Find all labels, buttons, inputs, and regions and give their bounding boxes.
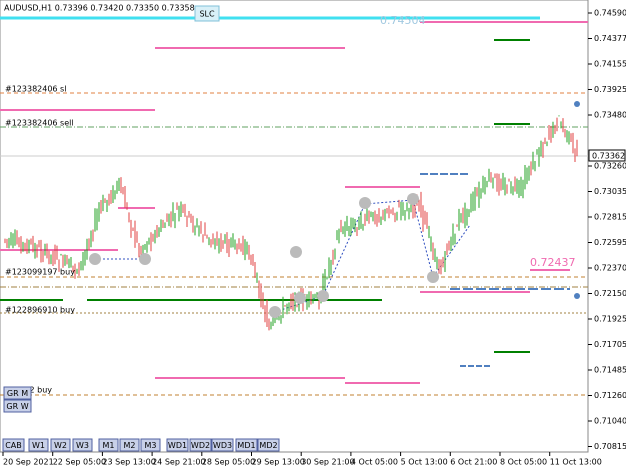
button[interactable]: WD1 — [166, 438, 189, 452]
button-label: GR M — [7, 389, 28, 398]
button-bg[interactable] — [211, 438, 234, 452]
button-bg[interactable] — [189, 438, 212, 452]
price-label: 0.73925 — [594, 85, 626, 94]
time-label: 22 Sep 05:00 — [53, 458, 106, 467]
markers — [89, 101, 580, 318]
order-label: #122896910 buy — [5, 306, 75, 315]
button-bg[interactable] — [140, 438, 161, 452]
button-label: W2 — [54, 441, 67, 450]
button-label: W1 — [32, 441, 45, 450]
button-label: WD3 — [213, 441, 232, 450]
price-label: 0.74155 — [594, 60, 626, 69]
candles — [4, 115, 578, 331]
button-label: M1 — [103, 441, 115, 450]
button-label: WD2 — [191, 441, 210, 450]
price-label: 0.71040 — [594, 417, 626, 426]
order-label: #123382406 sell — [5, 119, 74, 128]
button-label: W3 — [76, 441, 89, 450]
time-label: 24 Sep 21:00 — [152, 458, 205, 467]
button-bg[interactable] — [72, 438, 93, 452]
level-label: 0.72437 — [530, 256, 576, 269]
time-label: 6 Oct 21:00 — [450, 458, 497, 467]
button[interactable]: M1 — [98, 438, 119, 452]
button[interactable]: MD1 — [235, 438, 258, 452]
price-label: 0.71925 — [594, 315, 626, 324]
button[interactable]: W3 — [72, 438, 93, 452]
button-label: MD2 — [259, 441, 277, 450]
button-label: WD1 — [168, 441, 187, 450]
button-label: MD1 — [237, 441, 255, 450]
time-label: 29 Sep 13:00 — [252, 458, 305, 467]
time-label: 28 Sep 05:00 — [202, 458, 255, 467]
button-label: M2 — [124, 441, 136, 450]
price-label: 0.70815 — [594, 442, 626, 451]
button-bg[interactable] — [166, 438, 189, 452]
button[interactable]: W1 — [28, 438, 49, 452]
price-label: 0.74377 — [594, 34, 626, 43]
price-label: 0.73260 — [594, 162, 626, 171]
order-label: #123099197 buy — [5, 268, 75, 277]
level-label: 0.74504 — [380, 14, 426, 27]
button[interactable]: CAB — [2, 438, 25, 452]
button[interactable]: W2 — [50, 438, 71, 452]
time-label: 20 Sep 2021 — [3, 458, 54, 467]
price-label: 0.71485 — [594, 366, 626, 375]
button-bg[interactable] — [119, 438, 140, 452]
price-label: 0.72815 — [594, 213, 626, 222]
time-label: 23 Sep 13:00 — [102, 458, 155, 467]
button-label: M3 — [145, 441, 157, 450]
button-bg[interactable] — [235, 438, 258, 452]
order-label: #123382406 sl — [5, 85, 66, 94]
button-bg[interactable] — [3, 386, 32, 400]
price-label: 0.73480 — [594, 111, 626, 120]
time-label: 8 Oct 05:00 — [500, 458, 547, 467]
side-buttons: GR M GR W — [3, 386, 32, 413]
levels — [0, 16, 588, 396]
price-label: 0.71705 — [594, 340, 626, 349]
bottom-buttons: CAB W1 W2 W3 M1 M2 M3 WD1 WD2 WD3 MD1 MD2 — [2, 438, 280, 452]
current-price-box — [588, 149, 626, 162]
button[interactable]: GR W — [3, 399, 32, 413]
button-bg[interactable] — [2, 438, 25, 452]
price-label: 0.71260 — [594, 391, 626, 400]
symbol-info: AUDUSD,H1 0.73396 0.73420 0.73350 0.7335… — [4, 4, 195, 13]
plot-area — [0, 0, 589, 453]
price-label: 0.72150 — [594, 289, 626, 298]
time-label: 11 Oct 13:00 — [550, 458, 602, 467]
button-label: CAB — [5, 441, 22, 450]
price-label: 0.74590 — [594, 9, 626, 18]
slc-button[interactable] — [194, 5, 220, 22]
price-label: 0.72370 — [594, 264, 626, 273]
button-bg[interactable] — [98, 438, 119, 452]
current-price: 0.73362 — [592, 152, 625, 161]
button-bg[interactable] — [3, 399, 32, 413]
button[interactable]: WD2 — [189, 438, 212, 452]
price-label: 0.73035 — [594, 187, 626, 196]
time-label: 4 Oct 05:00 — [351, 458, 398, 467]
button[interactable]: GR M — [3, 386, 32, 400]
button-bg[interactable] — [28, 438, 49, 452]
price-axis: 0.74590 0.74377 0.74155 0.73925 0.73480 0.732… — [588, 9, 626, 451]
button-bg[interactable] — [257, 438, 280, 452]
button[interactable]: WD3 — [211, 438, 234, 452]
button[interactable]: MD2 — [257, 438, 280, 452]
time-label: 5 Oct 13:00 — [401, 458, 448, 467]
button[interactable]: M3 — [140, 438, 161, 452]
button[interactable]: M2 — [119, 438, 140, 452]
slc-label: SLC — [199, 10, 215, 19]
button-label: GR W — [6, 402, 28, 411]
button-bg[interactable] — [50, 438, 71, 452]
time-label: 30 Sep 21:00 — [301, 458, 354, 467]
price-label: 0.72595 — [594, 238, 626, 247]
